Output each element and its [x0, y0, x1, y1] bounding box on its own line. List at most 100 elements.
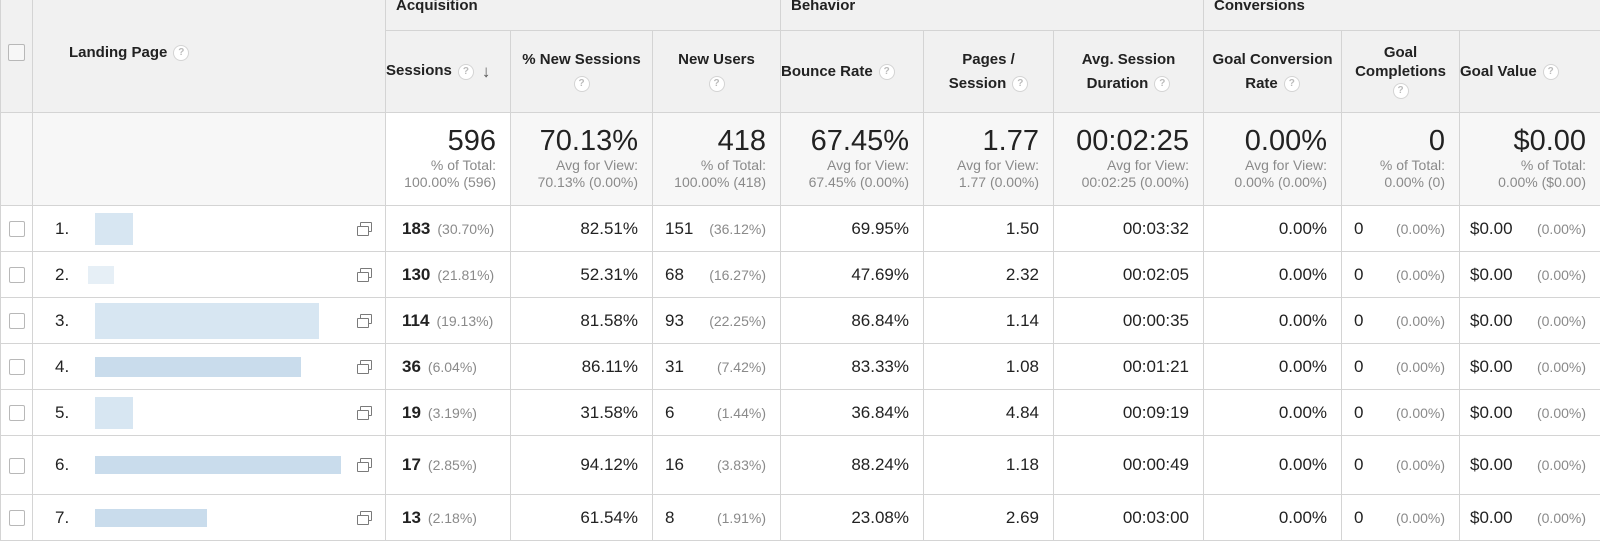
pages-session-cell: 1.08: [923, 343, 1054, 390]
row-checkbox[interactable]: [8, 313, 25, 330]
col-new-sessions[interactable]: % New Sessions?: [510, 30, 653, 113]
goal-completions-pct: (0.00%): [1395, 358, 1446, 375]
help-icon[interactable]: ?: [1154, 75, 1171, 92]
help-icon[interactable]: ?: [1012, 75, 1029, 92]
table-row[interactable]: 2. 130 (21.81%) 52.31% 68 (16.27%) 47.69% 2.32 0…: [0, 251, 1600, 298]
total-label: % of Total:: [1379, 157, 1446, 173]
table-row[interactable]: 1. 183 (30.70%) 82.51% 151 (36.12%) 69.95% 1.50…: [0, 205, 1600, 252]
totals-blank: [32, 112, 386, 206]
sessions-cell: 19 (3.19%): [385, 389, 511, 436]
bounce-rate-label: Bounce Rate: [781, 62, 873, 80]
col-sessions[interactable]: Sessions? ↓: [385, 30, 511, 113]
landing-page-label: Landing Page: [69, 43, 168, 61]
sessions-value: 17: [402, 455, 421, 474]
total-new-users: 418% of Total: 100.00% (418): [652, 112, 781, 206]
total-goal-value: $0.00% of Total: 0.00% ($0.00): [1459, 112, 1600, 206]
col-goal-value[interactable]: Goal Value?: [1459, 30, 1600, 113]
open-external-icon[interactable]: [357, 405, 373, 420]
open-external-icon[interactable]: [357, 458, 373, 472]
new-users-pct: (7.42%): [716, 358, 766, 375]
table-row[interactable]: 3. 114 (19.13%) 81.58% 93 (22.25%) 86.84% 1.14 0…: [0, 297, 1600, 344]
row-checkbox[interactable]: [8, 405, 25, 422]
goal-completions-value: 0: [1354, 310, 1364, 330]
table-row[interactable]: 5. 19 (3.19%) 31.58% 6 (1.44%) 36.84% 4.84 00:09…: [0, 389, 1600, 436]
row-checkbox[interactable]: [8, 457, 25, 474]
col-landing-page[interactable]: Landing Page?: [32, 0, 386, 113]
open-external-icon[interactable]: [357, 221, 373, 236]
landing-page-cell[interactable]: 4.: [32, 343, 386, 390]
col-bounce-rate[interactable]: Bounce Rate?: [780, 30, 924, 113]
help-icon[interactable]: ?: [573, 75, 590, 92]
help-icon[interactable]: ?: [1392, 83, 1409, 100]
redacted-landing-page-link[interactable]: [95, 356, 301, 377]
total-label: 1.77 (0.00%): [958, 174, 1039, 190]
row-select-cell: [0, 435, 33, 495]
landing-page-cell[interactable]: 3.: [32, 297, 386, 344]
landing-page-cell[interactable]: 6.: [32, 435, 386, 495]
col-avg-session-duration[interactable]: Avg. Session Duration?: [1052, 30, 1205, 113]
sessions-cell: 13 (2.18%): [385, 494, 511, 541]
open-external-icon[interactable]: [357, 359, 373, 374]
pages-session-cell: 1.50: [923, 205, 1054, 252]
sessions-cell: 183 (30.70%): [385, 205, 511, 252]
table-row[interactable]: 7. 13 (2.18%) 61.54% 8 (1.91%) 23.08% 2.69 00:03…: [0, 494, 1600, 541]
redacted-landing-page-link[interactable]: [95, 302, 319, 339]
help-icon[interactable]: ?: [1283, 75, 1300, 92]
help-icon[interactable]: ?: [457, 63, 474, 80]
sessions-value: 13: [402, 507, 421, 527]
help-icon[interactable]: ?: [878, 63, 895, 80]
row-checkbox[interactable]: [8, 359, 25, 376]
select-all-checkbox[interactable]: [8, 44, 25, 62]
row-checkbox[interactable]: [8, 510, 25, 527]
total-label: 67.45% (0.00%): [808, 174, 909, 190]
bounce-rate-cell: 36.84%: [780, 389, 924, 436]
totals-blank: [0, 112, 33, 206]
landing-page-cell[interactable]: 5.: [32, 389, 386, 436]
new-users-cell: 68 (16.27%): [652, 251, 781, 298]
col-goal-completions[interactable]: Goal Completions?: [1341, 30, 1461, 113]
new-users-cell: 6 (1.44%): [652, 389, 781, 436]
row-checkbox[interactable]: [8, 221, 25, 238]
goal-value-pct: (0.00%): [1536, 509, 1587, 526]
col-goal-conversion-rate[interactable]: Goal Conversion Rate?: [1203, 30, 1343, 113]
table-row[interactable]: 4. 36 (6.04%) 86.11% 31 (7.42%) 83.33% 1.08 00:0…: [0, 343, 1600, 390]
table-row[interactable]: 6. 17 (2.85%) 94.12% 16 (3.83%) 88.24% 1.18 00:0…: [0, 435, 1600, 495]
goal-completions-label-1: Goal: [1383, 44, 1418, 61]
landing-page-cell[interactable]: 2.: [32, 251, 386, 298]
landing-page-cell[interactable]: 7.: [32, 494, 386, 541]
open-external-icon[interactable]: [357, 267, 373, 282]
help-icon[interactable]: ?: [1542, 63, 1559, 80]
col-pages-session[interactable]: Pages / Session?: [923, 30, 1054, 113]
landing-page-cell[interactable]: 1.: [32, 205, 386, 252]
redacted-landing-page-link[interactable]: [95, 456, 341, 474]
total-bounce-rate: 67.45% Avg for View: 67.45% (0.00%): [780, 112, 924, 206]
redacted-landing-page-link[interactable]: [95, 212, 133, 245]
redacted-landing-page-link[interactable]: [95, 396, 133, 429]
sessions-cell: 114 (19.13%): [385, 297, 511, 344]
new-sessions-cell: 31.58%: [510, 389, 653, 436]
new-users-pct: (1.91%): [716, 509, 766, 526]
open-external-icon[interactable]: [357, 313, 373, 328]
row-checkbox[interactable]: [8, 267, 25, 284]
column-header-row: Sessions? ↓ % New Sessions? New Users? Bo…: [1, 30, 1600, 113]
help-icon[interactable]: ?: [708, 75, 725, 92]
goal-completions-value: 0: [1354, 507, 1364, 527]
pages-session-label-2: Session: [948, 74, 1007, 92]
sessions-cell: 36 (6.04%): [385, 343, 511, 390]
row-number: 3.: [55, 310, 70, 330]
goal-value-cell: $0.00 (0.00%): [1459, 389, 1600, 436]
goal-value-label: Goal Value: [1460, 62, 1537, 80]
pages-session-cell: 4.84: [923, 389, 1054, 436]
help-icon[interactable]: ?: [173, 45, 190, 62]
group-acquisition: Acquisition: [385, 0, 781, 31]
sort-desc-icon[interactable]: ↓: [481, 61, 491, 81]
row-number: 5.: [55, 402, 70, 422]
new-users-value: 93: [665, 310, 684, 330]
redacted-landing-page-link[interactable]: [95, 508, 207, 527]
col-new-users[interactable]: New Users?: [652, 30, 781, 113]
bounce-rate-cell: 83.33%: [780, 343, 924, 390]
goal-value-pct: (0.00%): [1536, 457, 1587, 473]
goal-value-value: $0.00: [1470, 507, 1513, 527]
redacted-landing-page-link[interactable]: [88, 265, 114, 284]
open-external-icon[interactable]: [357, 510, 373, 525]
